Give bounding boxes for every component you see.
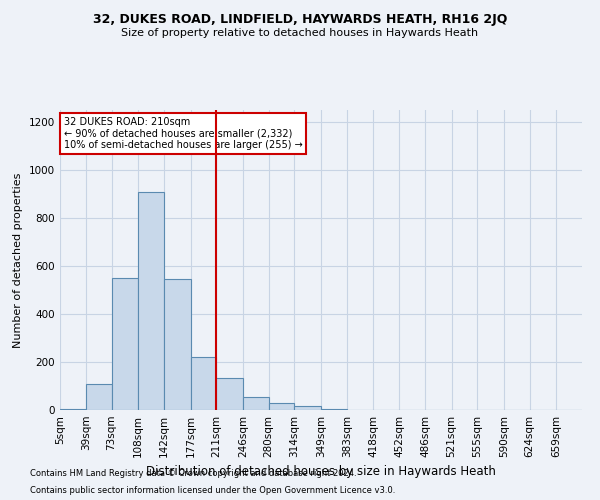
Bar: [243, 397, 269, 410]
Y-axis label: Number of detached properties: Number of detached properties: [13, 172, 23, 348]
Bar: [269, 403, 295, 410]
Text: Contains HM Land Registry data © Crown copyright and database right 2024.: Contains HM Land Registry data © Crown c…: [30, 468, 356, 477]
Bar: [164, 279, 191, 410]
Bar: [86, 384, 112, 410]
Bar: [295, 406, 321, 410]
Bar: [321, 409, 347, 410]
Text: Contains public sector information licensed under the Open Government Licence v3: Contains public sector information licen…: [30, 486, 395, 495]
X-axis label: Distribution of detached houses by size in Haywards Heath: Distribution of detached houses by size …: [146, 466, 496, 478]
Bar: [112, 278, 138, 410]
Bar: [138, 192, 164, 410]
Bar: [60, 409, 86, 410]
Text: 32 DUKES ROAD: 210sqm
← 90% of detached houses are smaller (2,332)
10% of semi-d: 32 DUKES ROAD: 210sqm ← 90% of detached …: [64, 117, 302, 150]
Text: Size of property relative to detached houses in Haywards Heath: Size of property relative to detached ho…: [121, 28, 479, 38]
Bar: [191, 357, 216, 410]
Bar: [216, 378, 243, 410]
Text: 32, DUKES ROAD, LINDFIELD, HAYWARDS HEATH, RH16 2JQ: 32, DUKES ROAD, LINDFIELD, HAYWARDS HEAT…: [93, 12, 507, 26]
